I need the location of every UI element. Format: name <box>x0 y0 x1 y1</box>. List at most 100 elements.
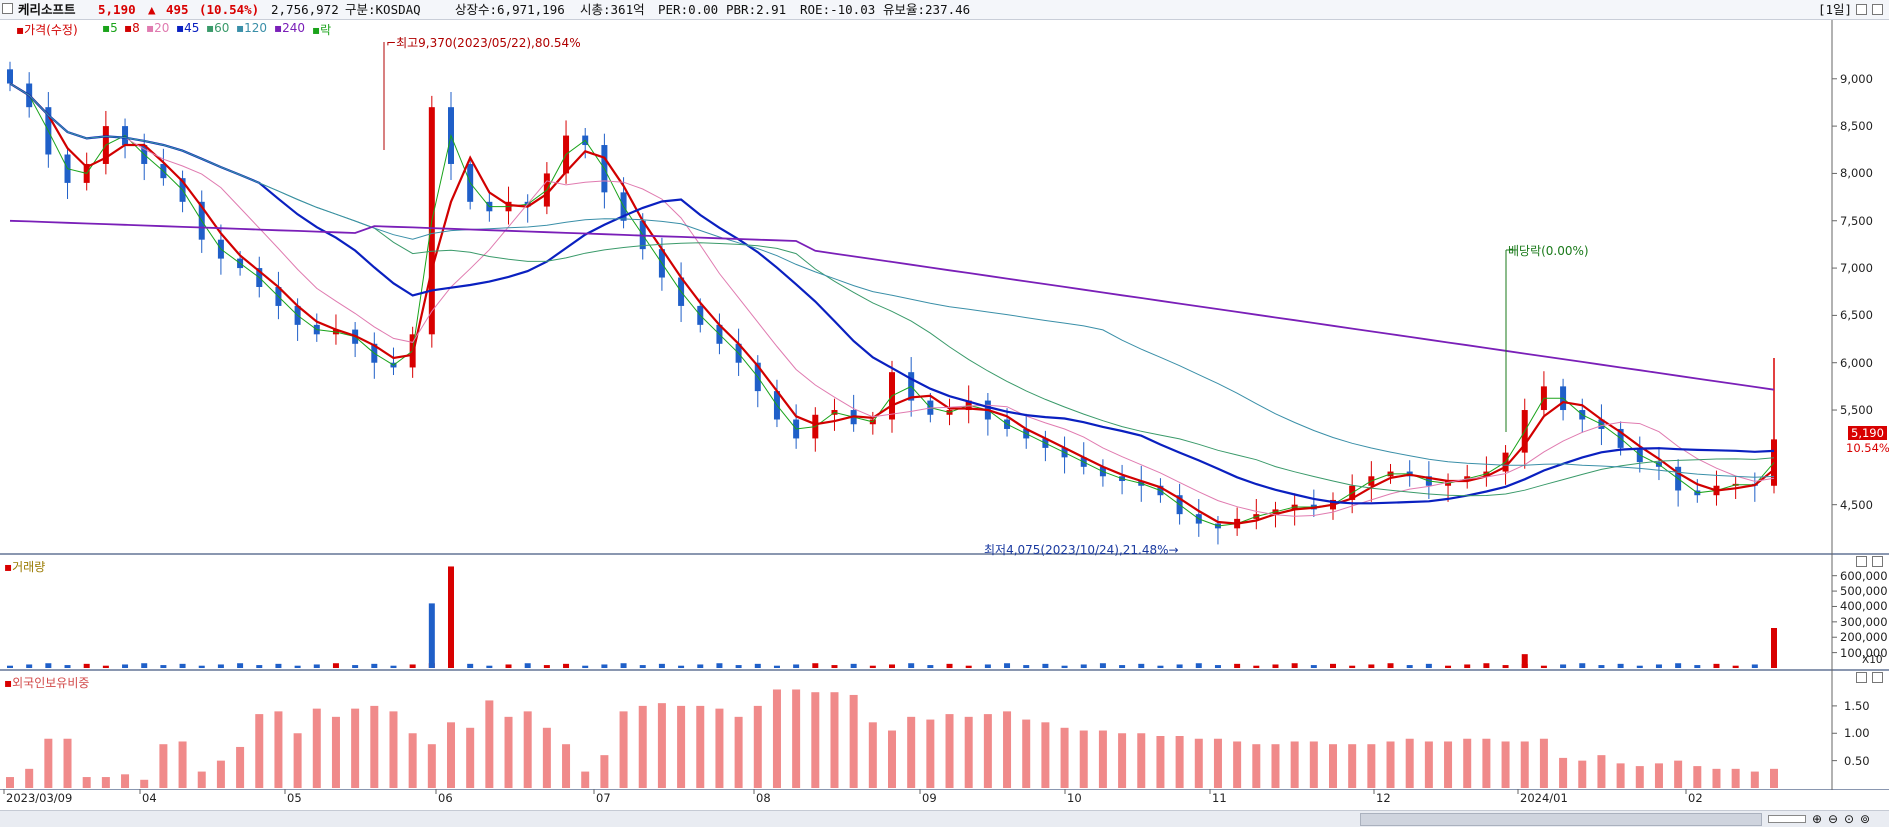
legend-item: ▪60 <box>206 21 230 35</box>
foreign-bar <box>849 694 858 788</box>
volume-bar <box>869 665 876 668</box>
volume-bar <box>793 664 800 668</box>
moving-average-line <box>9 83 1775 517</box>
zoom-slider[interactable] <box>1768 815 1806 823</box>
volume-bar <box>1502 665 1509 668</box>
close-icon[interactable] <box>1872 4 1883 15</box>
volume-bar <box>332 663 339 668</box>
period-selector[interactable]: [1일] <box>1818 2 1853 17</box>
volume-bar <box>1675 663 1682 668</box>
panel-separator <box>0 789 1889 790</box>
menu-toggle-icon[interactable] <box>2 3 13 14</box>
volume-bar <box>658 663 665 668</box>
volume-bar <box>64 665 71 668</box>
foreign-bar <box>1098 730 1107 788</box>
retention-value: 유보율:237.46 <box>883 2 971 17</box>
volume-panel-title: ▪거래량 <box>4 560 46 574</box>
foreign-bar <box>1233 741 1242 788</box>
moving-average-line <box>9 83 1775 527</box>
foreign-bar <box>792 689 801 788</box>
foreign-bar <box>408 733 417 788</box>
price-badge: 5,190 <box>1848 426 1887 440</box>
foreign-bar <box>1559 757 1568 788</box>
foreign-bar <box>331 716 340 788</box>
volume-bar <box>428 603 435 668</box>
foreign-bar <box>255 714 264 788</box>
volume-bar <box>122 664 129 668</box>
volume-bar <box>1387 663 1394 668</box>
zoom-fit-icon[interactable]: ⊚ <box>1860 812 1871 826</box>
foreign-bar <box>945 714 954 788</box>
foreign-bar <box>1482 738 1491 788</box>
foreign-panel-min-icon[interactable] <box>1856 672 1867 683</box>
volume-bar <box>850 663 857 668</box>
volume-bar <box>716 663 723 668</box>
foreign-bar <box>1501 741 1510 788</box>
current-price: 5,190 <box>98 2 136 17</box>
volume-bar <box>1023 665 1030 668</box>
settings-icon[interactable] <box>1856 4 1867 15</box>
volume-bar <box>505 664 512 668</box>
foreign-bar <box>312 708 321 788</box>
listed-shares: 상장수:6,971,196 <box>455 2 565 17</box>
foreign-bar <box>351 708 360 788</box>
volume-panel-close-icon[interactable] <box>1872 556 1883 567</box>
moving-average-line <box>9 83 1775 497</box>
foreign-bar <box>389 711 398 788</box>
foreign-bar <box>523 711 532 788</box>
foreign-tick-label: 1.50 <box>1844 698 1870 713</box>
volume-bar <box>467 663 474 668</box>
zoom-out-icon[interactable]: ⊖ <box>1828 812 1839 826</box>
volume-bar <box>1157 665 1164 668</box>
foreign-panel-close-icon[interactable] <box>1872 672 1883 683</box>
volume-bar <box>1445 665 1452 668</box>
volume-bar <box>1540 665 1547 668</box>
volume-bar <box>1214 665 1221 668</box>
volume-bar <box>409 664 416 668</box>
foreign-bar <box>868 722 877 788</box>
volume-bar <box>1176 664 1183 668</box>
date-tick-label: 2024/01 <box>1520 791 1568 805</box>
volume-bar <box>198 665 205 668</box>
stock-name[interactable]: 케리소프트 <box>18 2 76 17</box>
market-type: 구분:KOSDAQ <box>345 2 421 17</box>
market-cap: 시총:361억 <box>580 2 645 17</box>
foreign-bar <box>485 700 494 788</box>
foreign-bar <box>1213 738 1222 788</box>
foreign-panel-title: ▪외국인보유비중 <box>4 676 90 690</box>
foreign-bar <box>159 744 168 788</box>
scroll-thumb[interactable] <box>1360 813 1762 826</box>
foreign-bar <box>830 692 839 788</box>
zoom-reset-icon[interactable]: ⊙ <box>1844 812 1855 826</box>
up-arrow-icon: ▲ <box>148 2 156 17</box>
low-annotation: 최저4,075(2023/10/24),21.48%→ <box>984 543 1179 557</box>
foreign-bar <box>907 716 916 788</box>
volume-bar <box>1694 665 1701 668</box>
volume-bar <box>908 663 915 668</box>
moving-average-line <box>9 219 1775 391</box>
volume-bar <box>582 665 589 668</box>
volume-tick-label: 500,000 <box>1840 584 1888 599</box>
foreign-bar <box>6 777 14 788</box>
volume-panel-min-icon[interactable] <box>1856 556 1867 567</box>
foreign-bar <box>178 741 187 788</box>
volume-tick-label: 600,000 <box>1840 568 1888 583</box>
foreign-bar <box>427 744 436 788</box>
legend-item: ▪5 <box>102 21 118 35</box>
volume-bar <box>256 665 263 668</box>
volume-bar <box>1253 665 1260 668</box>
volume-bar <box>620 663 627 668</box>
roe-value: ROE:-10.03 <box>800 2 876 17</box>
volume-bar <box>1636 665 1643 668</box>
zoom-in-icon[interactable]: ⊕ <box>1812 812 1823 826</box>
volume-bar <box>1425 663 1432 668</box>
foreign-bar <box>1041 722 1050 788</box>
volume-bar <box>237 663 244 668</box>
candle-body <box>7 69 13 84</box>
panel-separator <box>0 669 1889 671</box>
date-tick-label: 07 <box>596 791 611 805</box>
foreign-bar <box>1022 719 1031 788</box>
horizontal-scrollbar[interactable]: ⊕ ⊖ ⊙ ⊚ <box>0 810 1889 827</box>
volume-value: 2,756,972 <box>271 2 339 17</box>
